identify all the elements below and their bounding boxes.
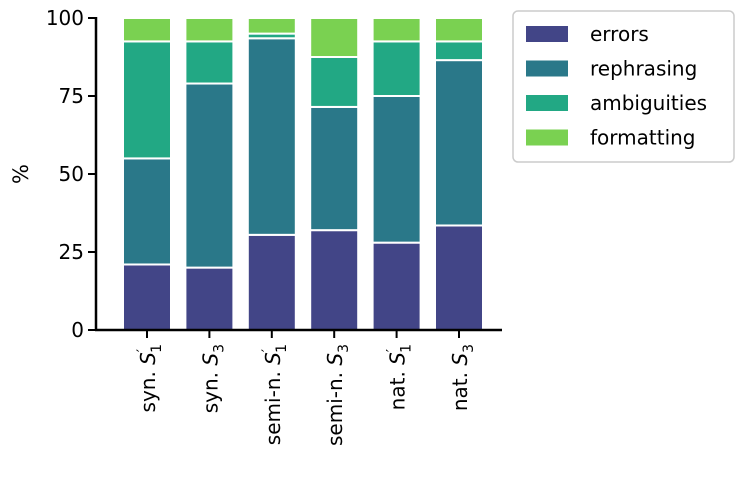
bar-ambiguities-5 xyxy=(434,40,484,62)
x-tick-label: semi-n. S3 xyxy=(323,344,352,446)
bar-formatting-3 xyxy=(309,17,360,58)
y-tick-label: 100 xyxy=(46,6,84,30)
legend-label-errors: errors xyxy=(590,22,649,46)
bar-errors-5 xyxy=(434,224,484,331)
bar-ambiguities-4 xyxy=(371,40,422,97)
y-axis-title: % xyxy=(9,164,33,184)
bar-rephrasing-5 xyxy=(434,59,484,227)
bar-ambiguities-1 xyxy=(184,40,235,85)
bar-ambiguities-3 xyxy=(309,56,360,108)
y-axis: 0 25 50 75 100 xyxy=(46,6,98,342)
x-axis: syn. S′1 syn. S3 semi-n. S′1 semi-n. S3 nat.… xyxy=(95,328,502,446)
y-tick-label: 50 xyxy=(59,162,84,186)
bar-errors-3 xyxy=(309,229,360,331)
bar-formatting-2 xyxy=(246,17,297,35)
bar-rephrasing-0 xyxy=(122,157,172,266)
bar-rephrasing-3 xyxy=(309,105,360,232)
x-tick-label: semi-n. S′1 xyxy=(260,344,290,445)
legend-swatch-ambiguities xyxy=(526,95,568,111)
legend: errors rephrasing ambiguities formatting xyxy=(512,10,735,163)
x-tick-label: syn. S3 xyxy=(198,344,227,413)
legend-box xyxy=(512,10,735,163)
y-tick-label: 25 xyxy=(59,240,84,264)
bar-formatting-4 xyxy=(371,17,422,43)
x-tick-label: syn. S′1 xyxy=(135,344,165,412)
bar-errors-4 xyxy=(371,241,422,331)
bar-ambiguities-0 xyxy=(122,40,172,160)
bar-rephrasing-4 xyxy=(371,95,422,244)
bar-rephrasing-2 xyxy=(246,37,297,236)
bar-errors-0 xyxy=(122,263,172,332)
plot-area xyxy=(122,17,484,332)
x-tick-label: nat. S′1 xyxy=(385,344,415,410)
legend-label-ambiguities: ambiguities xyxy=(590,91,707,115)
legend-label-formatting: formatting xyxy=(590,126,696,150)
bar-errors-2 xyxy=(246,233,297,331)
legend-swatch-rephrasing xyxy=(526,60,568,77)
bar-formatting-1 xyxy=(184,17,235,43)
bar-formatting-0 xyxy=(122,17,172,43)
bar-rephrasing-1 xyxy=(184,82,235,269)
legend-swatch-errors xyxy=(526,26,568,42)
legend-label-rephrasing: rephrasing xyxy=(590,57,697,81)
bar-formatting-5 xyxy=(434,17,484,43)
y-tick-label: 0 xyxy=(71,318,84,342)
y-tick-label: 75 xyxy=(59,84,84,108)
x-tick-label: nat. S3 xyxy=(448,344,477,411)
bar-errors-1 xyxy=(184,266,235,332)
legend-swatch-formatting xyxy=(526,129,568,146)
